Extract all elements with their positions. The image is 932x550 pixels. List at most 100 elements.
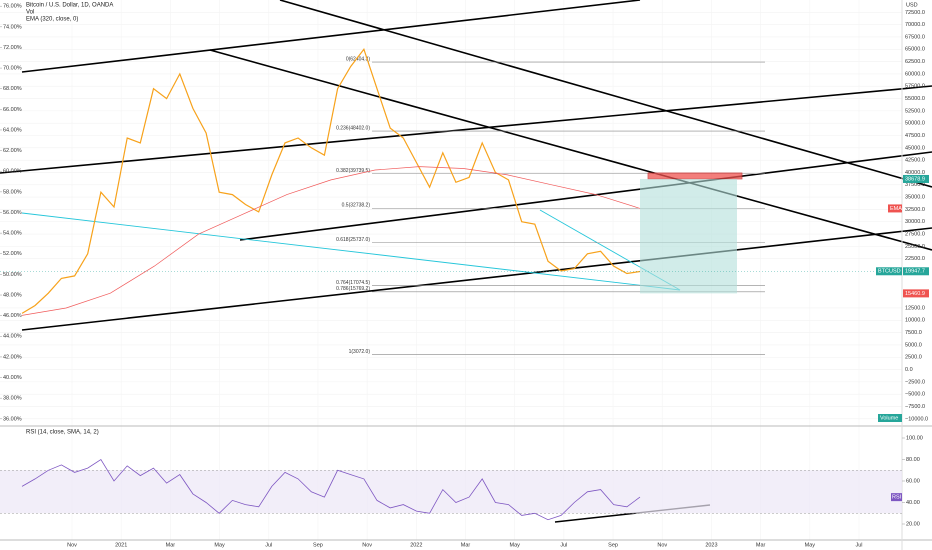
y-tick-label: −10000.0 [905, 416, 928, 422]
pct-tick-label: 56.00% [3, 210, 22, 216]
y-tick-label: 37500.0 [905, 182, 925, 188]
y-tick-label: 42500.0 [905, 158, 925, 164]
series-tag: BTCUSD [878, 269, 901, 275]
rsi-band [0, 470, 902, 514]
x-tick-label: Jul [265, 542, 272, 548]
x-tick-label: 2023 [705, 542, 717, 548]
fib-label: 0(62404.3) [346, 56, 371, 62]
pct-tick-label: 68.00% [3, 86, 22, 92]
target-tag-bg [903, 289, 929, 298]
ema-line [21, 166, 641, 316]
rsi-tick-label: 40.00 [906, 500, 920, 506]
x-tick-label: Nov [657, 542, 667, 548]
y-tick-label: 22500.0 [905, 256, 925, 262]
x-tick-label: Mar [166, 542, 176, 548]
rsi-tag-bg [891, 493, 902, 502]
legend-volume: Vol [26, 10, 34, 16]
trendline [239, 151, 932, 241]
pct-tick-label: 36.00% [3, 416, 22, 422]
x-tick-label: Jul [560, 542, 567, 548]
y-tick-label: 5000.0 [905, 342, 922, 348]
x-tick-label: May [214, 542, 225, 548]
y-tick-label: 50000.0 [905, 121, 925, 127]
x-tick-label: Mar [756, 542, 766, 548]
volume-tag: Volume [880, 415, 898, 421]
y-tick-label: −7500.0 [905, 404, 925, 410]
price-tag: 19947.7 [905, 269, 925, 275]
target-zone [640, 178, 737, 294]
trendline [21, 212, 681, 291]
y-tick-label: 72500.0 [905, 10, 925, 16]
currency-label: USD [906, 2, 918, 8]
fib-label: 0.236(48402.0) [336, 125, 370, 131]
fib-label: 0.5(32738.2) [342, 203, 371, 209]
pct-tick-label: 38.00% [3, 396, 22, 402]
rsi-tick-label: 60.00 [906, 478, 920, 484]
trendline [279, 0, 932, 188]
ema-tag-bg [888, 204, 902, 213]
y-tick-label: 0.0 [905, 367, 913, 373]
y-tick-label: 45000.0 [905, 145, 925, 151]
rsi-tag: RSI [892, 495, 902, 501]
x-tick-label: Mar [461, 542, 471, 548]
pct-tick-label: 46.00% [3, 313, 22, 319]
x-tick-label: May [805, 542, 816, 548]
legend-title: Bitcoin / U.S. Dollar, 1D, OANDA [26, 3, 113, 9]
trendline [21, 0, 641, 73]
y-tick-label: 70000.0 [905, 22, 925, 28]
pct-tick-label: 42.00% [3, 354, 22, 360]
pct-tick-label: 58.00% [3, 189, 22, 195]
pct-tick-label: 74.00% [3, 24, 22, 30]
y-tick-label: 57500.0 [905, 84, 925, 90]
rsi-tick-label: 80.00 [906, 457, 920, 463]
x-tick-label: Sep [608, 542, 618, 548]
pct-tick-label: 54.00% [3, 231, 22, 237]
pct-tick-label: 64.00% [3, 127, 22, 133]
y-tick-label: 47500.0 [905, 133, 925, 139]
y-tick-label: 65000.0 [905, 47, 925, 53]
y-tick-label: 35000.0 [905, 195, 925, 201]
entry-tag: 38678.9 [905, 176, 925, 182]
trendline [209, 49, 932, 251]
x-tick-label: Jul [855, 542, 862, 548]
stop-zone [647, 172, 743, 180]
y-tick-label: 52500.0 [905, 108, 925, 114]
y-tick-label: 12500.0 [905, 305, 925, 311]
rsi-tick-label: 100.00 [906, 435, 923, 441]
y-tick-label: 7500.0 [905, 330, 922, 336]
entry-tag-bg [903, 174, 929, 183]
pct-tick-label: 66.00% [3, 107, 22, 113]
rsi-line [21, 458, 641, 521]
y-tick-label: 67500.0 [905, 34, 925, 40]
series-tag-bg [876, 267, 902, 276]
x-tick-label: 2021 [115, 542, 127, 548]
y-tick-label: 60000.0 [905, 71, 925, 77]
pct-tick-label: 62.00% [3, 148, 22, 154]
fib-label: 0.618(25737.0) [336, 237, 370, 243]
y-tick-label: 32500.0 [905, 207, 925, 213]
trendline [0, 85, 932, 174]
fib-label: 1(3072.0) [349, 349, 371, 355]
x-tick-label: Sep [313, 542, 323, 548]
trendline [21, 227, 932, 331]
fib-label: 0.382(39739.5) [336, 168, 370, 174]
volume-tag-bg [878, 414, 902, 422]
fib-label: 0.764(17074.5) [336, 280, 370, 286]
trendlines [0, 0, 932, 331]
y-tick-label: 30000.0 [905, 219, 925, 225]
x-tick-label: May [509, 542, 520, 548]
legend-ema: EMA (320, close, 0) [26, 17, 78, 23]
x-tick-label: Nov [67, 542, 77, 548]
price-tag-bg [903, 267, 929, 276]
pct-tick-label: 48.00% [3, 292, 22, 298]
pct-tick-label: 40.00% [3, 375, 22, 381]
pct-tick-label: 72.00% [3, 45, 22, 51]
pct-tick-label: 52.00% [3, 251, 22, 257]
fib-label: 0.786(15769.2) [336, 286, 370, 292]
ema-tag: EMA [890, 206, 902, 212]
target-tag: 15460.9 [905, 291, 925, 297]
rsi-title: RSI (14, close, SMA, 14, 2) [26, 430, 99, 436]
y-tick-label: −5000.0 [905, 392, 925, 398]
